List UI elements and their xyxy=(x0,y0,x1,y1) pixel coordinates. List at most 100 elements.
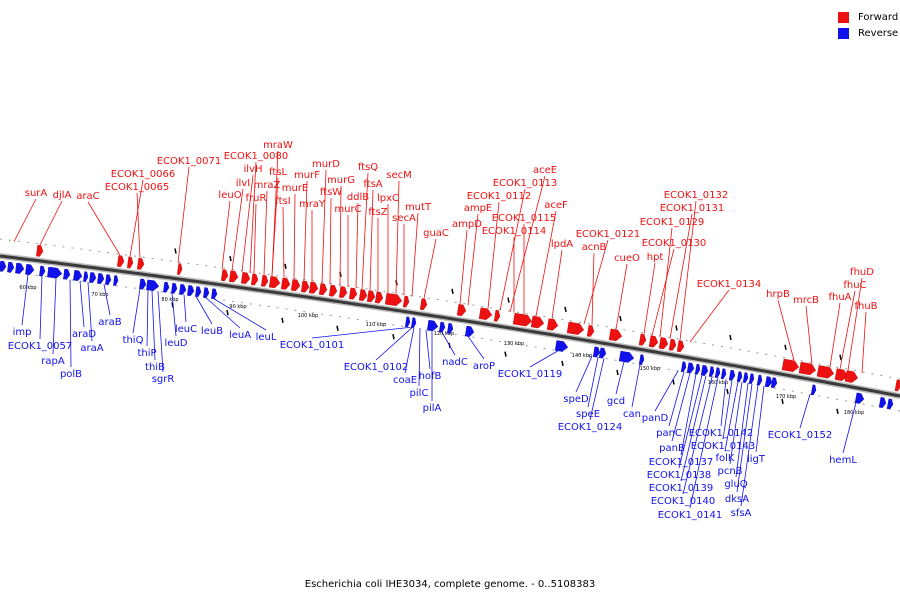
kbp-tick-label: 150 kbp xyxy=(640,366,660,372)
leader-line xyxy=(535,210,557,317)
leader-line xyxy=(724,381,739,452)
gene-label-sfsa: sfsA xyxy=(731,508,752,519)
kbp-tick-label: 130 kbp xyxy=(504,341,524,347)
reverse-gene-glyph xyxy=(427,319,439,332)
gene-label-pand: panD xyxy=(642,413,669,424)
forward-gene-glyph xyxy=(668,338,677,351)
leader-line xyxy=(205,297,241,329)
leader-line xyxy=(659,227,673,337)
tick-mark-upper xyxy=(619,315,622,322)
reverse-gene-glyph xyxy=(886,398,894,410)
forward-gene-glyph xyxy=(308,281,319,294)
leader-line xyxy=(680,375,707,482)
gene-label-mray: mraY xyxy=(299,199,326,210)
leader-line xyxy=(777,299,795,361)
leader-line xyxy=(583,239,609,325)
forward-gene-glyph xyxy=(781,358,800,372)
reverse-gene-glyph xyxy=(411,317,417,329)
leader-line xyxy=(241,174,254,272)
gene-label-lpxc: lpxC xyxy=(377,193,399,204)
leader-line xyxy=(615,263,628,330)
gene-label-cueo: cueO xyxy=(614,253,640,264)
reverse-gene-glyph xyxy=(598,347,607,359)
leader-line xyxy=(682,376,713,495)
gene-label-seca: secA xyxy=(392,213,416,224)
forward-gene-glyph xyxy=(261,274,269,287)
gene-label-ecok1_0065: ECOK1_0065 xyxy=(105,182,170,193)
reverse-gene-glyph xyxy=(764,376,773,388)
gene-label-ecok1_0143: ECOK1_0143 xyxy=(691,441,756,452)
gene-label-secm: secM xyxy=(386,170,412,181)
gene-label-ftsz: ftsZ xyxy=(368,207,387,218)
leader-line xyxy=(459,229,468,305)
leader-line xyxy=(375,327,413,361)
strand-legend: Forward Reverse xyxy=(838,9,898,41)
gene-label-sura: surA xyxy=(25,188,48,199)
leader-line xyxy=(183,294,187,323)
forward-gene-glyph xyxy=(300,280,310,293)
reverse-gene-glyph xyxy=(720,368,727,380)
forward-gene-glyph xyxy=(318,283,328,296)
kbp-labels: 60 kbp 70 kbp 80 kbp 90 kbp 100 kbp 110 kbp 12… xyxy=(19,285,864,416)
forward-gene-glyph xyxy=(816,365,835,379)
leader-line xyxy=(79,280,85,328)
leader-line xyxy=(651,248,675,336)
legend-item-forward: Forward xyxy=(838,9,898,25)
gene-label-leub: leuB xyxy=(201,326,223,337)
leader-line xyxy=(231,188,244,271)
genome-backbone xyxy=(0,253,900,399)
leader-line xyxy=(842,402,857,454)
leader-line xyxy=(339,185,342,286)
reverse-gene-glyph xyxy=(728,369,736,381)
forward-gene-glyph xyxy=(493,309,501,322)
tick-mark-upper xyxy=(174,248,177,254)
forward-gene-glyph xyxy=(478,307,493,320)
gene-label-fhua: fhuA xyxy=(828,292,851,303)
gene-label-ecok1_0152: ECOK1_0152 xyxy=(768,430,833,441)
gene-label-fhud: fhuD xyxy=(850,267,874,278)
forward-gene-glyph xyxy=(268,276,281,289)
leader-line xyxy=(213,298,267,331)
reverse-gene-glyph xyxy=(89,272,97,283)
tick-mark-upper xyxy=(284,263,287,269)
forward-gene-glyph xyxy=(117,255,125,267)
gene-label-ampe: ampE xyxy=(464,203,493,214)
leader-line xyxy=(631,364,641,408)
leader-line xyxy=(369,189,374,291)
forward-gene-glyph xyxy=(834,368,849,381)
gene-label-mure: murE xyxy=(282,183,309,194)
reverse-gene-glyph xyxy=(7,261,15,273)
gene-label-ecok1_0124: ECOK1_0124 xyxy=(558,422,623,433)
tick-mark-lower xyxy=(616,369,619,376)
tick-mark-upper xyxy=(229,255,232,262)
gene-label-ecok1_0121: ECOK1_0121 xyxy=(576,229,641,240)
leader-line xyxy=(829,302,841,368)
reverse-gene-glyph xyxy=(700,364,709,376)
gene-label-ecok1_0134: ECOK1_0134 xyxy=(697,279,762,290)
gene-label-ftsw: ftsW xyxy=(320,187,342,198)
tick-mark-upper xyxy=(839,354,842,360)
reverse-gene-glyph xyxy=(163,281,170,293)
gene-label-hofb: hofB xyxy=(419,371,442,382)
leader-line xyxy=(69,279,72,368)
leader-line xyxy=(21,274,29,326)
gene-label-fhuc: fhuC xyxy=(843,280,866,291)
forward-gene-glyph xyxy=(127,256,134,269)
gene-label-leud: leuD xyxy=(165,338,188,349)
reverse-swatch xyxy=(838,27,849,39)
leader-line xyxy=(689,289,730,343)
gene-label-acee: aceE xyxy=(533,165,557,176)
leader-line xyxy=(157,291,164,373)
reverse-gene-glyph xyxy=(686,362,695,374)
leader-line xyxy=(861,311,867,373)
forward-gene-glyph xyxy=(280,277,291,290)
tick-mark-lower xyxy=(336,325,339,331)
forward-gene-glyph xyxy=(241,272,251,284)
leader-line xyxy=(425,329,431,370)
reverse-gene-glyph xyxy=(179,284,187,295)
leader-line xyxy=(355,202,359,289)
gene-label-mraz: mraZ xyxy=(254,180,281,191)
gene-label-folk: folK xyxy=(716,453,735,464)
gene-label-ecok1_0101: ECOK1_0101 xyxy=(280,340,345,351)
forward-gene-glyph xyxy=(648,335,659,348)
